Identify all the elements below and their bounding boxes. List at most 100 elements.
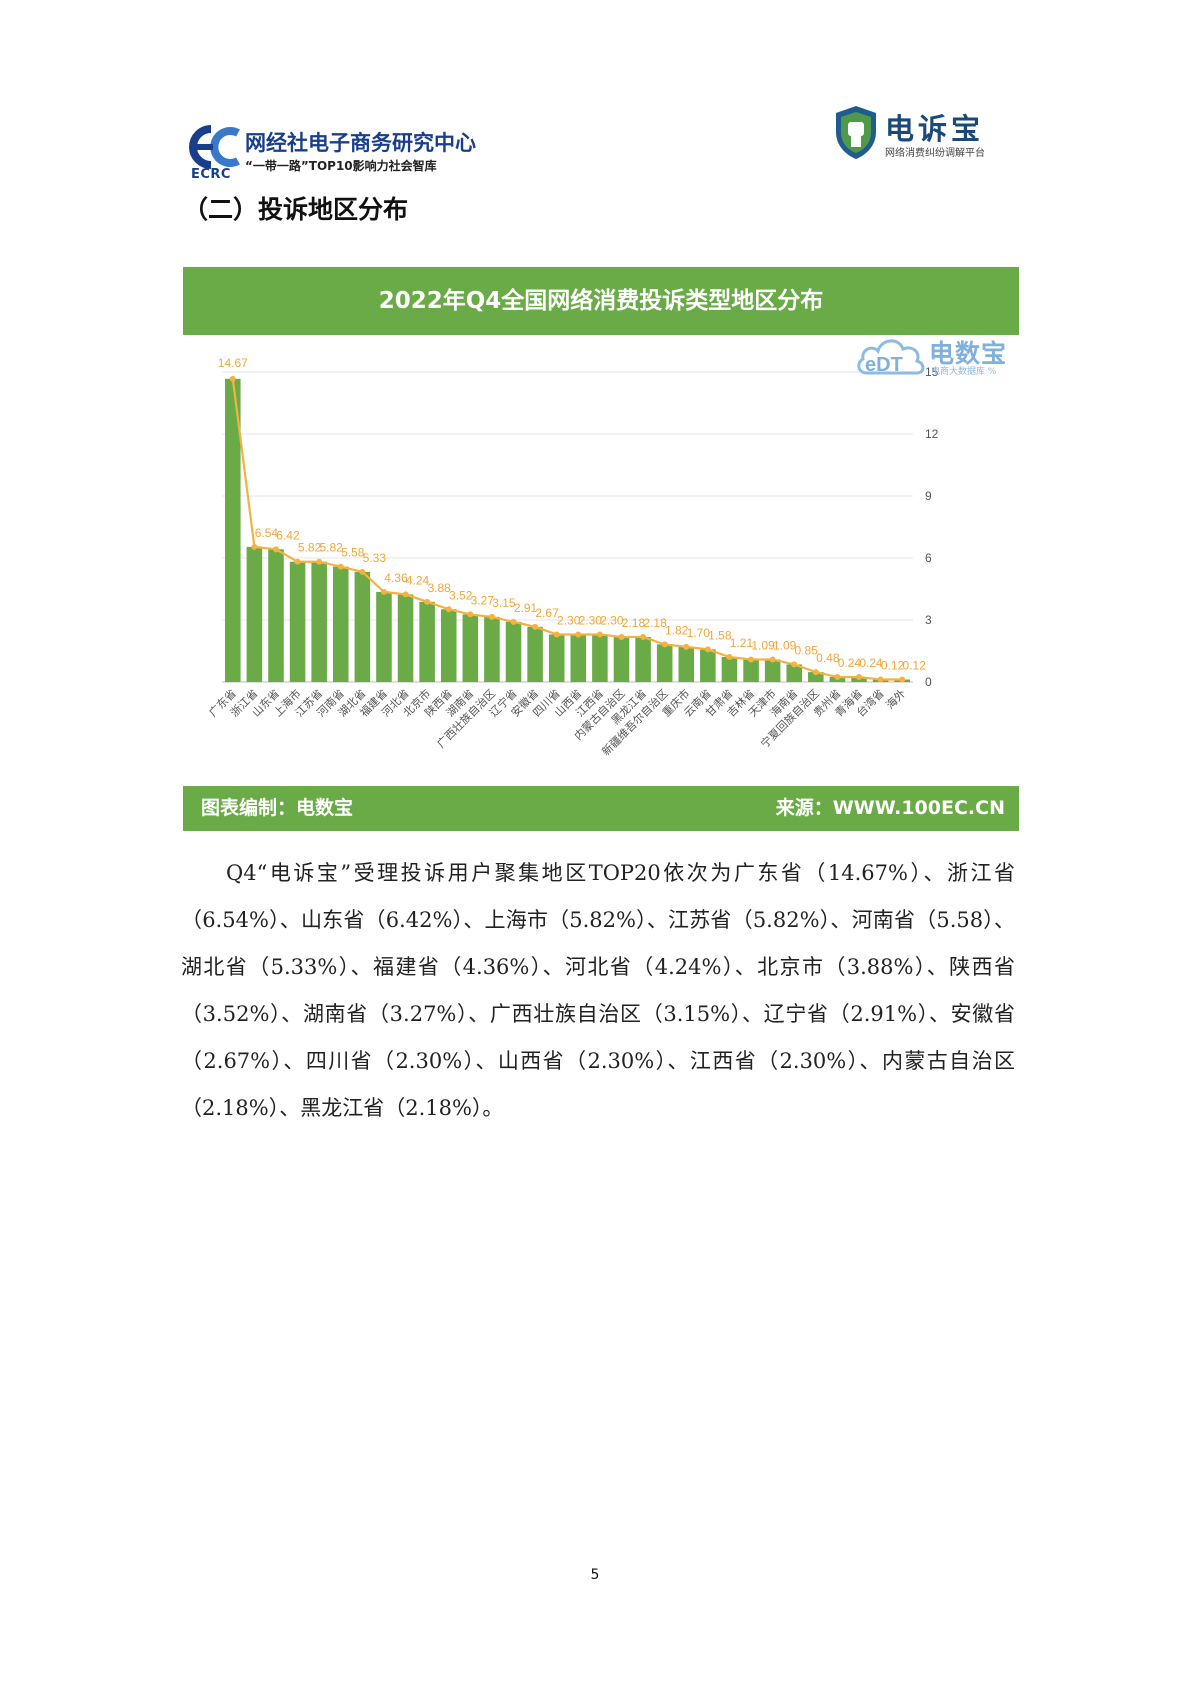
line-point xyxy=(445,606,452,613)
data-label: 14.67 xyxy=(218,356,248,370)
shield-fist-icon xyxy=(833,104,879,160)
chart-credit: 图表编制：电数宝 xyxy=(201,797,354,819)
category-label: 海外 xyxy=(883,686,908,711)
data-label: 1.58 xyxy=(708,628,732,642)
line-point xyxy=(640,633,647,640)
bar xyxy=(743,659,759,682)
line-point xyxy=(553,631,560,638)
line-point xyxy=(683,643,690,650)
line-point xyxy=(272,546,279,553)
y-tick-label: 15 xyxy=(925,365,939,379)
line-point xyxy=(294,558,301,565)
y-tick-label: 12 xyxy=(925,427,939,441)
line-point xyxy=(229,375,236,382)
data-label: 1.09 xyxy=(773,638,797,652)
line-point xyxy=(424,598,431,605)
section-heading: （二）投诉地区分布 xyxy=(183,195,409,224)
dianshubao-complaint-logo: 电诉宝 网络消费纠纷调解平台 xyxy=(833,104,1008,164)
data-label: 2.67 xyxy=(535,606,559,620)
svg-text:eDT: eDT xyxy=(865,354,903,376)
ecrc-abbr: ECRC xyxy=(191,167,231,182)
bar xyxy=(700,649,716,682)
watermark-percent: % xyxy=(987,367,997,377)
chart-plot: 0369121514.676.546.425.825.825.585.334.3… xyxy=(206,356,939,759)
line-point xyxy=(359,568,366,575)
data-label: 1.70 xyxy=(687,626,711,640)
bar xyxy=(332,566,349,682)
bar xyxy=(440,609,457,682)
data-label: 4.36 xyxy=(384,571,408,585)
bar xyxy=(613,636,630,682)
bar xyxy=(764,659,781,682)
data-label: 2.18 xyxy=(622,616,646,630)
line-point xyxy=(532,623,539,630)
ecrc-slogan: “一带一路”TOP10影响力社会智库 xyxy=(245,159,437,173)
bar xyxy=(527,626,543,682)
bar xyxy=(397,594,414,682)
data-label: 5.82 xyxy=(298,541,322,555)
data-label: 3.27 xyxy=(471,593,495,607)
bar xyxy=(354,571,371,682)
data-label: 2.30 xyxy=(557,613,581,627)
line-point xyxy=(488,613,495,620)
bar xyxy=(678,646,695,682)
data-label: 4.24 xyxy=(406,573,430,587)
y-tick-label: 0 xyxy=(925,675,932,689)
data-label: 2.30 xyxy=(600,613,624,627)
series-line xyxy=(231,378,903,681)
line-point xyxy=(661,641,668,648)
bar xyxy=(246,546,263,682)
bar xyxy=(592,634,608,682)
bar xyxy=(505,621,522,682)
line-point xyxy=(467,611,474,618)
body-paragraph: Q4“电诉宝”受理投诉用户聚集地区TOP20依次为广东省（14.67%）、浙江省… xyxy=(181,861,1015,1120)
y-tick-label: 3 xyxy=(925,613,932,627)
line-point xyxy=(704,646,711,653)
data-label: 3.52 xyxy=(449,588,473,602)
bar xyxy=(548,634,565,682)
y-tick-label: 9 xyxy=(925,489,932,503)
line-point xyxy=(812,669,819,676)
data-label: 0.48 xyxy=(816,651,840,665)
y-tick-label: 6 xyxy=(925,551,932,565)
line-point xyxy=(834,674,841,681)
chart-card: 2022年Q4全国网络消费投诉类型地区分布 0 3 6 9 12 15 14.67 6.54 6… xyxy=(183,267,1019,831)
bar xyxy=(462,614,479,682)
bar xyxy=(484,616,500,682)
bar xyxy=(376,591,392,682)
page-number: 5 xyxy=(590,1567,600,1583)
bar xyxy=(786,664,803,682)
watermark-sub: 电商大数据库 % xyxy=(931,364,996,377)
ecrc-logo: ECRC 网经社电子商务研究中心 “一带一路”TOP10影响力社会智库 xyxy=(183,121,503,183)
data-label: 5.82 xyxy=(319,541,343,555)
bar xyxy=(635,636,651,682)
data-label: 6.42 xyxy=(276,528,300,542)
ecrc-emblem-icon xyxy=(183,123,245,171)
dianshubao-subtitle: 网络消费纠纷调解平台 xyxy=(885,148,985,159)
bar xyxy=(311,561,327,682)
data-label: 5.33 xyxy=(363,551,387,565)
data-label: 6.54 xyxy=(255,526,279,540)
line-point xyxy=(769,656,776,663)
line-point xyxy=(899,676,906,683)
dianshubao-watermark: eDT 电数宝 电商大数据库 % xyxy=(855,333,1015,383)
watermark-sub-text: 电商大数据库 xyxy=(931,367,986,377)
bar xyxy=(268,549,284,682)
line-point xyxy=(748,656,755,663)
line-point xyxy=(877,676,884,683)
bar xyxy=(419,601,435,682)
bar xyxy=(225,378,241,682)
line-point xyxy=(856,674,863,681)
data-label: 1.09 xyxy=(751,638,775,652)
bar xyxy=(289,561,306,682)
cloud-icon: eDT xyxy=(855,333,931,381)
data-label: 0.12 xyxy=(881,659,905,673)
data-label: 0.24 xyxy=(859,656,883,670)
data-label: 3.88 xyxy=(427,581,451,595)
data-label: 2.30 xyxy=(579,613,603,627)
line-point xyxy=(791,661,798,668)
bar xyxy=(570,634,587,682)
data-label: 1.21 xyxy=(730,636,754,650)
data-label: 5.58 xyxy=(341,546,365,560)
chart-title-band xyxy=(183,267,1019,335)
